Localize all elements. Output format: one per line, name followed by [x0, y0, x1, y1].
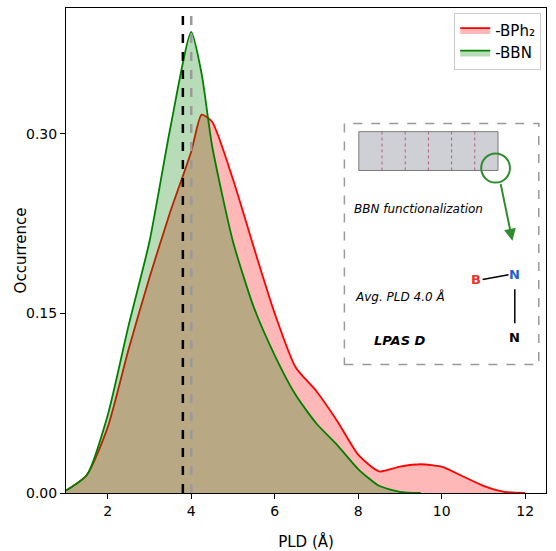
- svg-text:LPAS D: LPAS D: [374, 333, 426, 348]
- svg-text:-BPh₂: -BPh₂: [495, 22, 535, 40]
- svg-text:Avg. PLD 4.0 Å: Avg. PLD 4.0 Å: [355, 289, 445, 304]
- svg-text:PLD (Å): PLD (Å): [278, 532, 334, 551]
- svg-text:6: 6: [270, 503, 279, 519]
- svg-text:Occurrence: Occurrence: [12, 208, 30, 294]
- svg-text:10: 10: [433, 503, 451, 519]
- svg-text:8: 8: [354, 503, 363, 519]
- svg-text:0.00: 0.00: [26, 485, 57, 501]
- svg-text:2: 2: [103, 503, 112, 519]
- svg-text:12: 12: [516, 503, 534, 519]
- svg-text:N: N: [509, 267, 520, 282]
- svg-text:0.15: 0.15: [26, 305, 57, 321]
- svg-text:4: 4: [187, 503, 196, 519]
- svg-text:B: B: [471, 272, 481, 287]
- svg-text:BBN functionalization: BBN functionalization: [354, 202, 483, 216]
- svg-text:0.30: 0.30: [26, 126, 57, 142]
- svg-text:-BBN: -BBN: [495, 44, 532, 62]
- svg-text:N: N: [509, 330, 520, 345]
